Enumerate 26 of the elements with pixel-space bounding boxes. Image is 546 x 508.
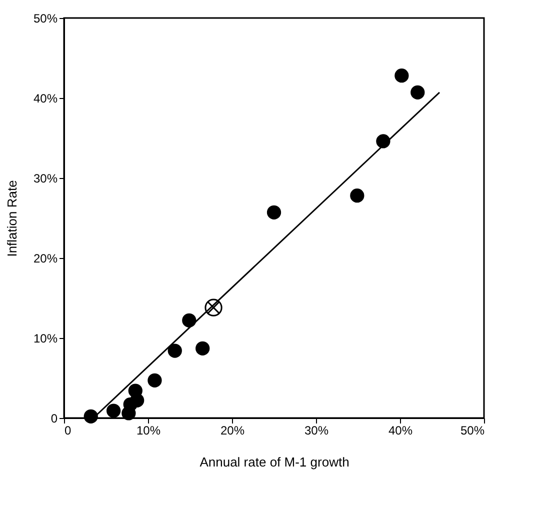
x-tick-label: 0: [64, 424, 72, 438]
x-tick-label: 10%: [136, 424, 161, 438]
y-tick-label: 20%: [33, 252, 58, 266]
x-tick-label: 20%: [220, 424, 245, 438]
y-axis-title: Inflation Rate: [4, 180, 20, 257]
point: [350, 188, 364, 203]
y-tick-label: 30%: [33, 172, 58, 186]
point: [266, 205, 282, 220]
y-tick-label: 50%: [33, 12, 58, 26]
point: [106, 404, 121, 418]
point: [128, 384, 142, 398]
point: [168, 344, 182, 358]
x-tick-label: 50%: [460, 424, 485, 438]
y-tick-label: 10%: [33, 332, 58, 346]
x-axis-title: Annual rate of M-1 growth: [200, 454, 350, 470]
point: [148, 373, 162, 388]
x-tick-label: 30%: [304, 424, 329, 438]
point: [410, 85, 425, 100]
y-tick-label: 0: [50, 412, 58, 426]
y-tick-label: 40%: [33, 92, 58, 106]
point: [204, 298, 222, 316]
point: [196, 341, 210, 356]
point: [394, 68, 409, 83]
x-tick-label: 40%: [388, 424, 413, 438]
point: [84, 409, 98, 424]
point: [182, 313, 196, 328]
